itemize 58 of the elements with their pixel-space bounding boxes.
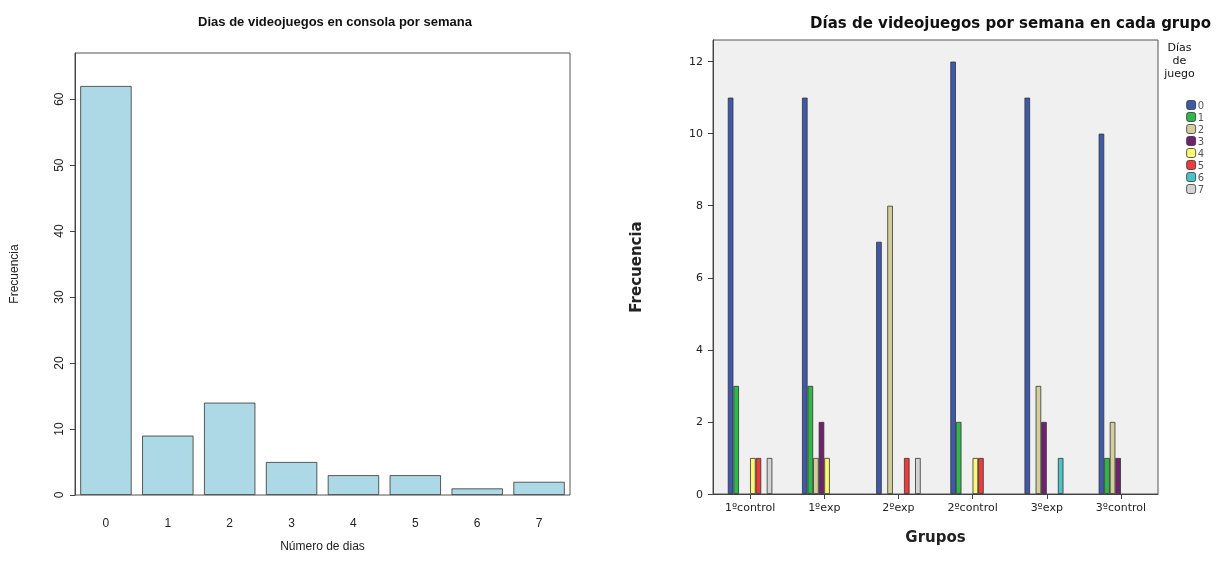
legend-label: 1 <box>1197 111 1205 123</box>
bar <box>1057 457 1064 494</box>
x-tick-label: 6 <box>473 516 481 530</box>
legend-label: 4 <box>1197 147 1205 159</box>
bar <box>265 462 318 495</box>
bar <box>903 457 910 494</box>
bar <box>1024 97 1031 494</box>
x-tick-label: 3ºexp <box>1030 501 1063 514</box>
bar <box>876 241 882 494</box>
x-tick-label: 4 <box>350 516 358 530</box>
x-tick-label: 1ºexp <box>808 501 841 514</box>
y-tick-label: 6 <box>696 271 703 285</box>
bar <box>142 435 194 495</box>
x-tick-label: 1 <box>164 516 172 530</box>
bar <box>887 205 893 494</box>
y-tick-label: 0 <box>52 491 66 499</box>
y-axis-title: Frecuencia <box>7 244 21 304</box>
chart-title: Días de videojuegos por semana en cada grupo <box>810 13 1211 32</box>
x-tick-label: 2ºexp <box>882 501 915 514</box>
bar <box>327 475 380 495</box>
y-axis-title: Frecuencia <box>626 221 645 313</box>
x-tick-label: 2 <box>226 516 234 530</box>
x-tick-label: 2ºcontrol <box>947 501 998 514</box>
y-tick-label: 0 <box>696 487 703 501</box>
y-tick-label: 4 <box>696 343 703 357</box>
bar <box>451 488 503 495</box>
legend-label: 2 <box>1197 123 1205 135</box>
bar <box>513 481 565 495</box>
legend-label: 0 <box>1197 99 1205 111</box>
y-tick-label: 40 <box>52 224 66 238</box>
x-tick-label: 7 <box>535 516 543 530</box>
bar <box>80 85 132 495</box>
y-tick-label: 50 <box>52 158 66 172</box>
x-axis-title: Grupos <box>905 527 966 546</box>
x-tick-label: 1ºcontrol <box>724 501 776 514</box>
x-tick-label: 3ºcontrol <box>1095 501 1147 514</box>
y-tick-label: 10 <box>689 127 703 141</box>
legend-label: 6 <box>1197 171 1205 183</box>
x-tick-label: 0 <box>102 516 110 530</box>
y-tick-label: 12 <box>689 55 703 69</box>
x-tick-label: 5 <box>411 516 419 530</box>
legend-label: 5 <box>1197 159 1205 171</box>
chart-title: Dias de videojuegos en consola por semana <box>198 14 473 29</box>
y-tick-label: 30 <box>52 290 66 304</box>
bar <box>389 475 441 495</box>
y-tick-label: 8 <box>696 199 703 213</box>
x-tick-label: 3 <box>288 516 296 530</box>
x-axis-title: Número de dias <box>280 539 365 553</box>
bar <box>915 457 921 494</box>
bar <box>204 402 256 495</box>
y-tick-label: 60 <box>52 92 66 106</box>
y-tick-label: 2 <box>696 415 703 429</box>
legend-label: 7 <box>1197 183 1205 195</box>
bar <box>766 457 773 494</box>
y-tick-label: 10 <box>52 422 66 436</box>
legend-label: 3 <box>1197 135 1205 147</box>
y-tick-label: 20 <box>52 356 66 370</box>
legend-title: Días de juego <box>1163 41 1196 80</box>
